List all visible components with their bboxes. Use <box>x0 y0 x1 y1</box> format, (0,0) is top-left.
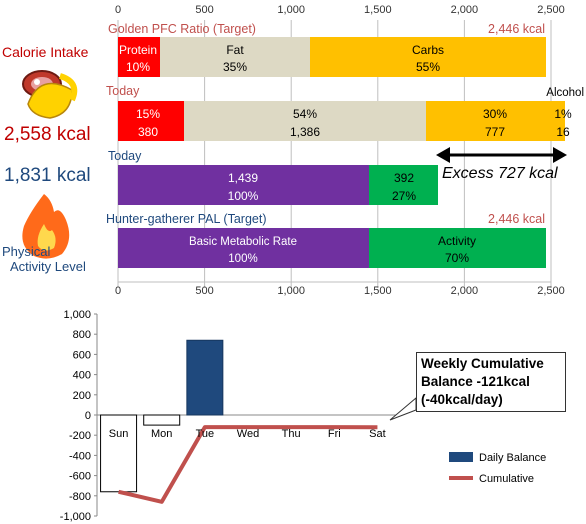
row3-bmr-bar <box>118 165 369 205</box>
callout-pointer <box>389 396 417 421</box>
weekly-y-tick: 600 <box>73 349 91 361</box>
calorie-intake-value: 2,558 kcal <box>4 124 91 145</box>
top-tick-2500: 2,500 <box>537 4 565 16</box>
bottom-tick-1500: 1,500 <box>364 285 392 297</box>
daily-balance-bar <box>100 414 138 493</box>
row4-bars: Basic Metabolic Rate 100% Activity 70% <box>118 228 546 268</box>
top-bottom-ticks: 0 500 1,000 1,500 2,000 2,500 <box>115 285 565 297</box>
row2-fat-kcal: 1,386 <box>290 125 320 139</box>
weekly-y-tick: 400 <box>73 370 91 382</box>
row1-protein-bar <box>118 37 160 77</box>
row2-protein-kcal: 380 <box>138 125 158 139</box>
weekly-y-tick: 200 <box>73 390 91 402</box>
row2-alcohol-bar <box>561 101 565 141</box>
row3-bmr-kcal: 1,439 <box>228 171 258 185</box>
row2-protein-pct: 15% <box>136 107 160 121</box>
weekly-balance-callout: Weekly Cumulative Balance -121kcal (-40k… <box>416 352 566 412</box>
weekly-y-tick: 800 <box>73 329 91 341</box>
row4-bmr-name: Basic Metabolic Rate <box>189 236 297 248</box>
row2-title: Today <box>106 84 140 98</box>
row2-alcohol-kcal: 16 <box>556 125 570 139</box>
weekly-category-label: Sun <box>109 428 129 440</box>
row3-activity-pct: 27% <box>392 189 416 203</box>
weekly-category-label: Mon <box>151 428 172 440</box>
top-axis-ticks: 0 500 1,000 1,500 2,000 2,500 <box>115 4 565 16</box>
row2-carbs-bar <box>426 101 561 141</box>
cumulative-line <box>118 425 378 504</box>
row1-carbs-name: Carbs <box>412 43 444 57</box>
food-icon <box>22 70 78 119</box>
bottom-tick-1000: 1,000 <box>277 285 305 297</box>
bottom-tick-2500: 2,500 <box>537 285 565 297</box>
row1-carbs-pct: 55% <box>416 60 440 74</box>
row3-activity-kcal: 392 <box>394 171 414 185</box>
top-tick-0: 0 <box>115 4 121 16</box>
row2-fat-pct: 54% <box>293 107 317 121</box>
row1-carbs-bar <box>310 37 546 77</box>
weekly-y-tick: -600 <box>69 471 91 483</box>
calorie-intake-label: Calorie Intake <box>2 44 89 60</box>
legend-cumulative-label: Cumulative <box>479 473 534 485</box>
row2-alcohol-pct: 1% <box>554 107 572 121</box>
weekly-y-tick: -200 <box>69 430 91 442</box>
row1-fat-bar <box>160 37 310 77</box>
weekly-plot: Sun Mon Tue Wed Thu Fri Sat <box>94 313 399 517</box>
row2-fat-bar <box>184 101 426 141</box>
weekly-category-label: Sat <box>369 428 386 440</box>
excess-arrow <box>436 147 567 163</box>
row4-activity-name: Activity <box>438 234 476 248</box>
weekly-y-tick: -1,000 <box>60 511 91 523</box>
daily-balance-bar <box>143 414 181 426</box>
excess-label: Excess 727 kcal <box>442 165 558 182</box>
top-tick-1500: 1,500 <box>364 4 392 16</box>
row2-bars: 15% 380 54% 1,386 30% 777 1% 16 <box>118 101 572 141</box>
weekly-y-axis: 1,000 800 600 400 200 0 -200 -400 -600 -800 -1,000 <box>60 309 91 523</box>
bottom-tick-500: 500 <box>195 285 213 297</box>
row1-fat-pct: 35% <box>223 60 247 74</box>
top-tick-500: 500 <box>195 4 213 16</box>
row4-bmr-bar <box>118 228 369 268</box>
weekly-category-label: Fri <box>328 428 341 440</box>
row2-carbs-kcal: 777 <box>485 125 505 139</box>
activity-label-line1: Physical <box>2 244 51 259</box>
row3-title: Today <box>108 149 142 163</box>
row4-bmr-pct: 100% <box>228 253 257 265</box>
weekly-y-tick: -400 <box>69 450 91 462</box>
row3-activity-bar <box>369 165 438 205</box>
legend-daily-swatch <box>449 452 473 462</box>
row1-protein-name: Protein <box>119 43 157 57</box>
weekly-y-tick: 0 <box>85 410 91 422</box>
weekly-category-label: Tue <box>196 428 215 440</box>
row2-protein-bar <box>118 101 184 141</box>
legend-daily-label: Daily Balance <box>479 452 546 464</box>
alcohol-label: Alcohol <box>546 87 584 99</box>
weekly-y-tick: 1,000 <box>63 309 91 321</box>
row1-total: 2,446 kcal <box>488 22 545 36</box>
weekly-category-label: Thu <box>282 428 301 440</box>
row3-bmr-pct: 100% <box>228 189 259 203</box>
row1-bars: Protein 10% Fat 35% Carbs 55% <box>118 37 546 77</box>
row3-bars: 1,439 100% 392 27% <box>118 165 438 205</box>
daily-balance-bar <box>186 339 224 416</box>
weekly-legend: Daily Balance Cumulative <box>449 452 546 485</box>
row1-title: Golden PFC Ratio (Target) <box>108 22 256 36</box>
row1-protein-pct: 10% <box>126 60 150 74</box>
row4-activity-bar <box>369 228 546 268</box>
weekly-y-tick: -800 <box>69 491 91 503</box>
flame-icon <box>22 194 70 259</box>
row4-title: Hunter-gatherer PAL (Target) <box>106 212 267 226</box>
row2-carbs-pct: 30% <box>483 107 507 121</box>
row1-fat-name: Fat <box>226 43 244 57</box>
weekly-category-label: Wed <box>237 428 259 440</box>
bottom-tick-0: 0 <box>115 285 121 297</box>
bottom-tick-2000: 2,000 <box>451 285 479 297</box>
top-tick-1000: 1,000 <box>277 4 305 16</box>
top-tick-2000: 2,000 <box>451 4 479 16</box>
row4-activity-pct: 70% <box>445 251 469 265</box>
row4-total: 2,446 kcal <box>488 212 545 226</box>
activity-label-line2: Activity Level <box>10 259 86 274</box>
activity-value: 1,831 kcal <box>4 165 91 186</box>
